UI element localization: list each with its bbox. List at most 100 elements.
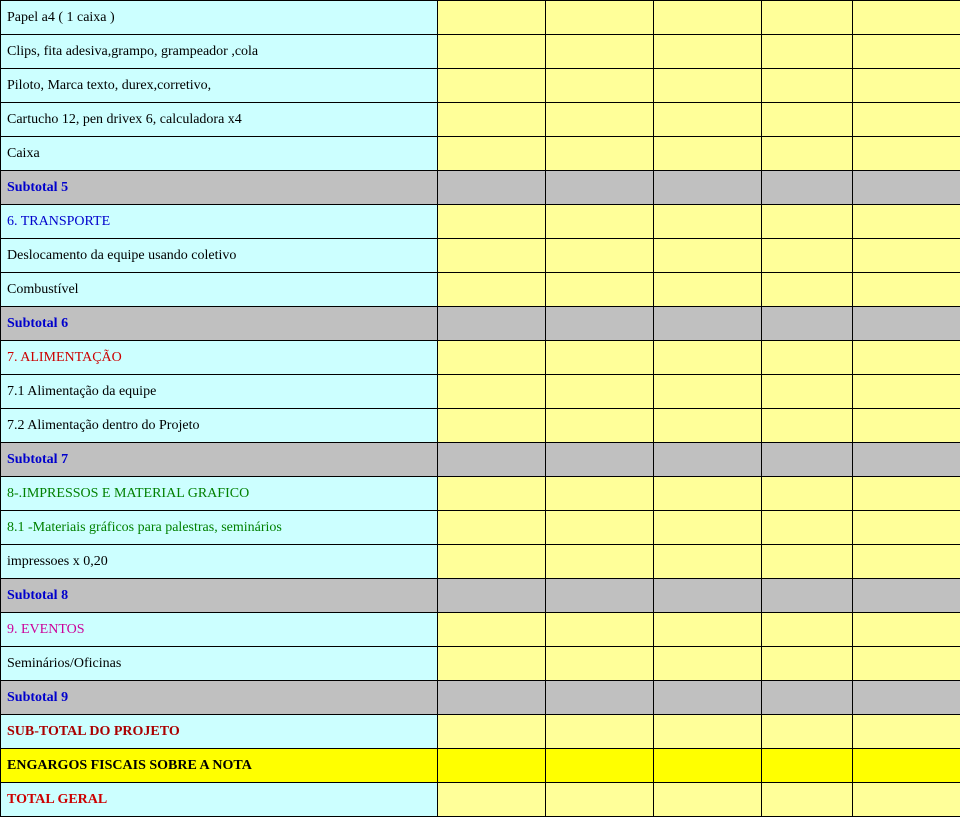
data-cell (438, 477, 546, 511)
table-row: 7.1 Alimentação da equipe (1, 375, 960, 409)
data-cell (438, 715, 546, 749)
data-cell (853, 511, 960, 545)
data-cell (438, 511, 546, 545)
row-label: 7.2 Alimentação dentro do Projeto (1, 409, 438, 443)
row-label: 7.1 Alimentação da equipe (1, 375, 438, 409)
row-label: SUB-TOTAL DO PROJETO (1, 715, 438, 749)
data-cell (853, 409, 960, 443)
data-cell (546, 749, 654, 783)
table-row: Piloto, Marca texto, durex,corretivo, (1, 69, 960, 103)
data-cell (654, 681, 762, 715)
data-cell (762, 239, 853, 273)
data-cell (853, 545, 960, 579)
data-cell (853, 613, 960, 647)
row-label: Combustível (1, 273, 438, 307)
table-row: Deslocamento da equipe usando coletivo (1, 239, 960, 273)
data-cell (654, 239, 762, 273)
data-cell (853, 1, 960, 35)
data-cell (762, 613, 853, 647)
data-cell (546, 171, 654, 205)
row-label: Subtotal 8 (1, 579, 438, 613)
data-cell (654, 511, 762, 545)
data-cell (546, 681, 654, 715)
data-cell (853, 35, 960, 69)
data-cell (438, 545, 546, 579)
data-cell (654, 443, 762, 477)
data-cell (762, 579, 853, 613)
row-label: Caixa (1, 137, 438, 171)
budget-table: Papel a4 ( 1 caixa )Clips, fita adesiva,… (0, 0, 960, 817)
data-cell (762, 273, 853, 307)
table-row: 9. EVENTOS (1, 613, 960, 647)
data-cell (438, 205, 546, 239)
data-cell (438, 579, 546, 613)
table-row: Cartucho 12, pen drivex 6, calculadora x… (1, 103, 960, 137)
data-cell (546, 511, 654, 545)
data-cell (546, 341, 654, 375)
data-cell (853, 579, 960, 613)
table-row: Subtotal 8 (1, 579, 960, 613)
data-cell (438, 239, 546, 273)
data-cell (654, 477, 762, 511)
data-cell (654, 783, 762, 817)
data-cell (853, 273, 960, 307)
table-row: Caixa (1, 137, 960, 171)
data-cell (762, 205, 853, 239)
data-cell (546, 375, 654, 409)
table-row: TOTAL GERAL (1, 783, 960, 817)
row-label: Clips, fita adesiva,grampo, grampeador ,… (1, 35, 438, 69)
data-cell (546, 205, 654, 239)
data-cell (762, 511, 853, 545)
data-cell (654, 613, 762, 647)
data-cell (654, 1, 762, 35)
data-cell (546, 137, 654, 171)
data-cell (438, 613, 546, 647)
data-cell (762, 69, 853, 103)
data-cell (438, 783, 546, 817)
data-cell (654, 545, 762, 579)
data-cell (654, 647, 762, 681)
data-cell (546, 647, 654, 681)
data-cell (654, 273, 762, 307)
row-label: 8-.IMPRESSOS E MATERIAL GRAFICO (1, 477, 438, 511)
row-label: impressoes x 0,20 (1, 545, 438, 579)
row-label: Seminários/Oficinas (1, 647, 438, 681)
table-row: Combustível (1, 273, 960, 307)
data-cell (762, 409, 853, 443)
row-label: 7. ALIMENTAÇÃO (1, 341, 438, 375)
data-cell (762, 477, 853, 511)
table-row: SUB-TOTAL DO PROJETO (1, 715, 960, 749)
data-cell (654, 341, 762, 375)
data-cell (762, 749, 853, 783)
data-cell (853, 783, 960, 817)
data-cell (762, 137, 853, 171)
data-cell (438, 171, 546, 205)
data-cell (546, 443, 654, 477)
data-cell (853, 205, 960, 239)
row-label: Subtotal 7 (1, 443, 438, 477)
table-row: Clips, fita adesiva,grampo, grampeador ,… (1, 35, 960, 69)
row-label: Subtotal 6 (1, 307, 438, 341)
data-cell (438, 137, 546, 171)
data-cell (438, 307, 546, 341)
data-cell (762, 545, 853, 579)
data-cell (546, 307, 654, 341)
data-cell (546, 35, 654, 69)
data-cell (654, 69, 762, 103)
table-row: Subtotal 6 (1, 307, 960, 341)
data-cell (546, 613, 654, 647)
data-cell (654, 137, 762, 171)
data-cell (853, 749, 960, 783)
data-cell (853, 239, 960, 273)
data-cell (546, 239, 654, 273)
data-cell (853, 103, 960, 137)
data-cell (853, 375, 960, 409)
table-row: Subtotal 7 (1, 443, 960, 477)
data-cell (654, 579, 762, 613)
row-label: Subtotal 9 (1, 681, 438, 715)
data-cell (654, 409, 762, 443)
data-cell (438, 681, 546, 715)
data-cell (546, 545, 654, 579)
data-cell (654, 375, 762, 409)
data-cell (438, 103, 546, 137)
